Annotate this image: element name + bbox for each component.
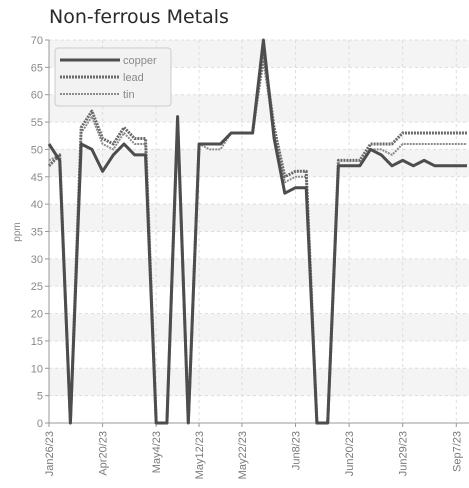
legend-label-copper: copper (123, 55, 157, 67)
x-tick-label: Jun29/23 (398, 431, 410, 476)
y-tick-label: 65 (31, 62, 43, 74)
y-tick-label: 60 (31, 90, 43, 102)
plot-background-bands (49, 40, 469, 396)
x-tick-label: Jun8/23 (291, 431, 303, 470)
x-tick-labels: Jan26/23 Apr20/23 May4/23 May12/23 May22/23 J… (44, 423, 463, 479)
plot-band (49, 258, 469, 287)
x-tick-label: May12/23 (194, 431, 206, 479)
y-tick-label: 70 (31, 35, 43, 47)
y-tick-label: 20 (31, 309, 43, 321)
x-tick-label: Apr20/23 (98, 431, 110, 476)
y-tick-label: 50 (31, 144, 43, 156)
y-tick-label: 10 (31, 363, 43, 375)
series-line-copper (47, 38, 467, 425)
legend: copper lead tin (54, 47, 172, 107)
y-tick-label: 40 (31, 199, 43, 211)
y-tick-label: 35 (31, 227, 43, 239)
y-axis-label: ppm (12, 222, 23, 241)
y-tick-label: 5 (37, 391, 43, 403)
x-tick-label: Jun20/23 (344, 431, 356, 476)
legend-label-tin: tin (123, 89, 135, 101)
x-tick-label: Sep7/23 (451, 431, 463, 472)
plot-band (49, 313, 469, 341)
y-tick-label: 30 (31, 254, 43, 266)
series-lines (47, 38, 467, 425)
x-tick-label: Jan26/23 (44, 431, 56, 476)
y-tick-label: 15 (31, 336, 43, 348)
y-tick-label: 45 (31, 172, 43, 184)
plot-band (49, 368, 469, 396)
x-tick-label: May22/23 (237, 431, 249, 479)
y-tick-label: 25 (31, 281, 43, 293)
y-tick-labels: 0 5 10 15 20 25 30 35 40 45 50 55 60 65 70 (31, 35, 49, 430)
x-tick-label: May4/23 (151, 431, 163, 473)
y-tick-label: 55 (31, 117, 43, 129)
legend-label-lead: lead (123, 72, 144, 84)
y-tick-label: 0 (37, 418, 43, 430)
plot-band (49, 204, 469, 232)
chart-title: Non-ferrous Metals (49, 6, 229, 28)
